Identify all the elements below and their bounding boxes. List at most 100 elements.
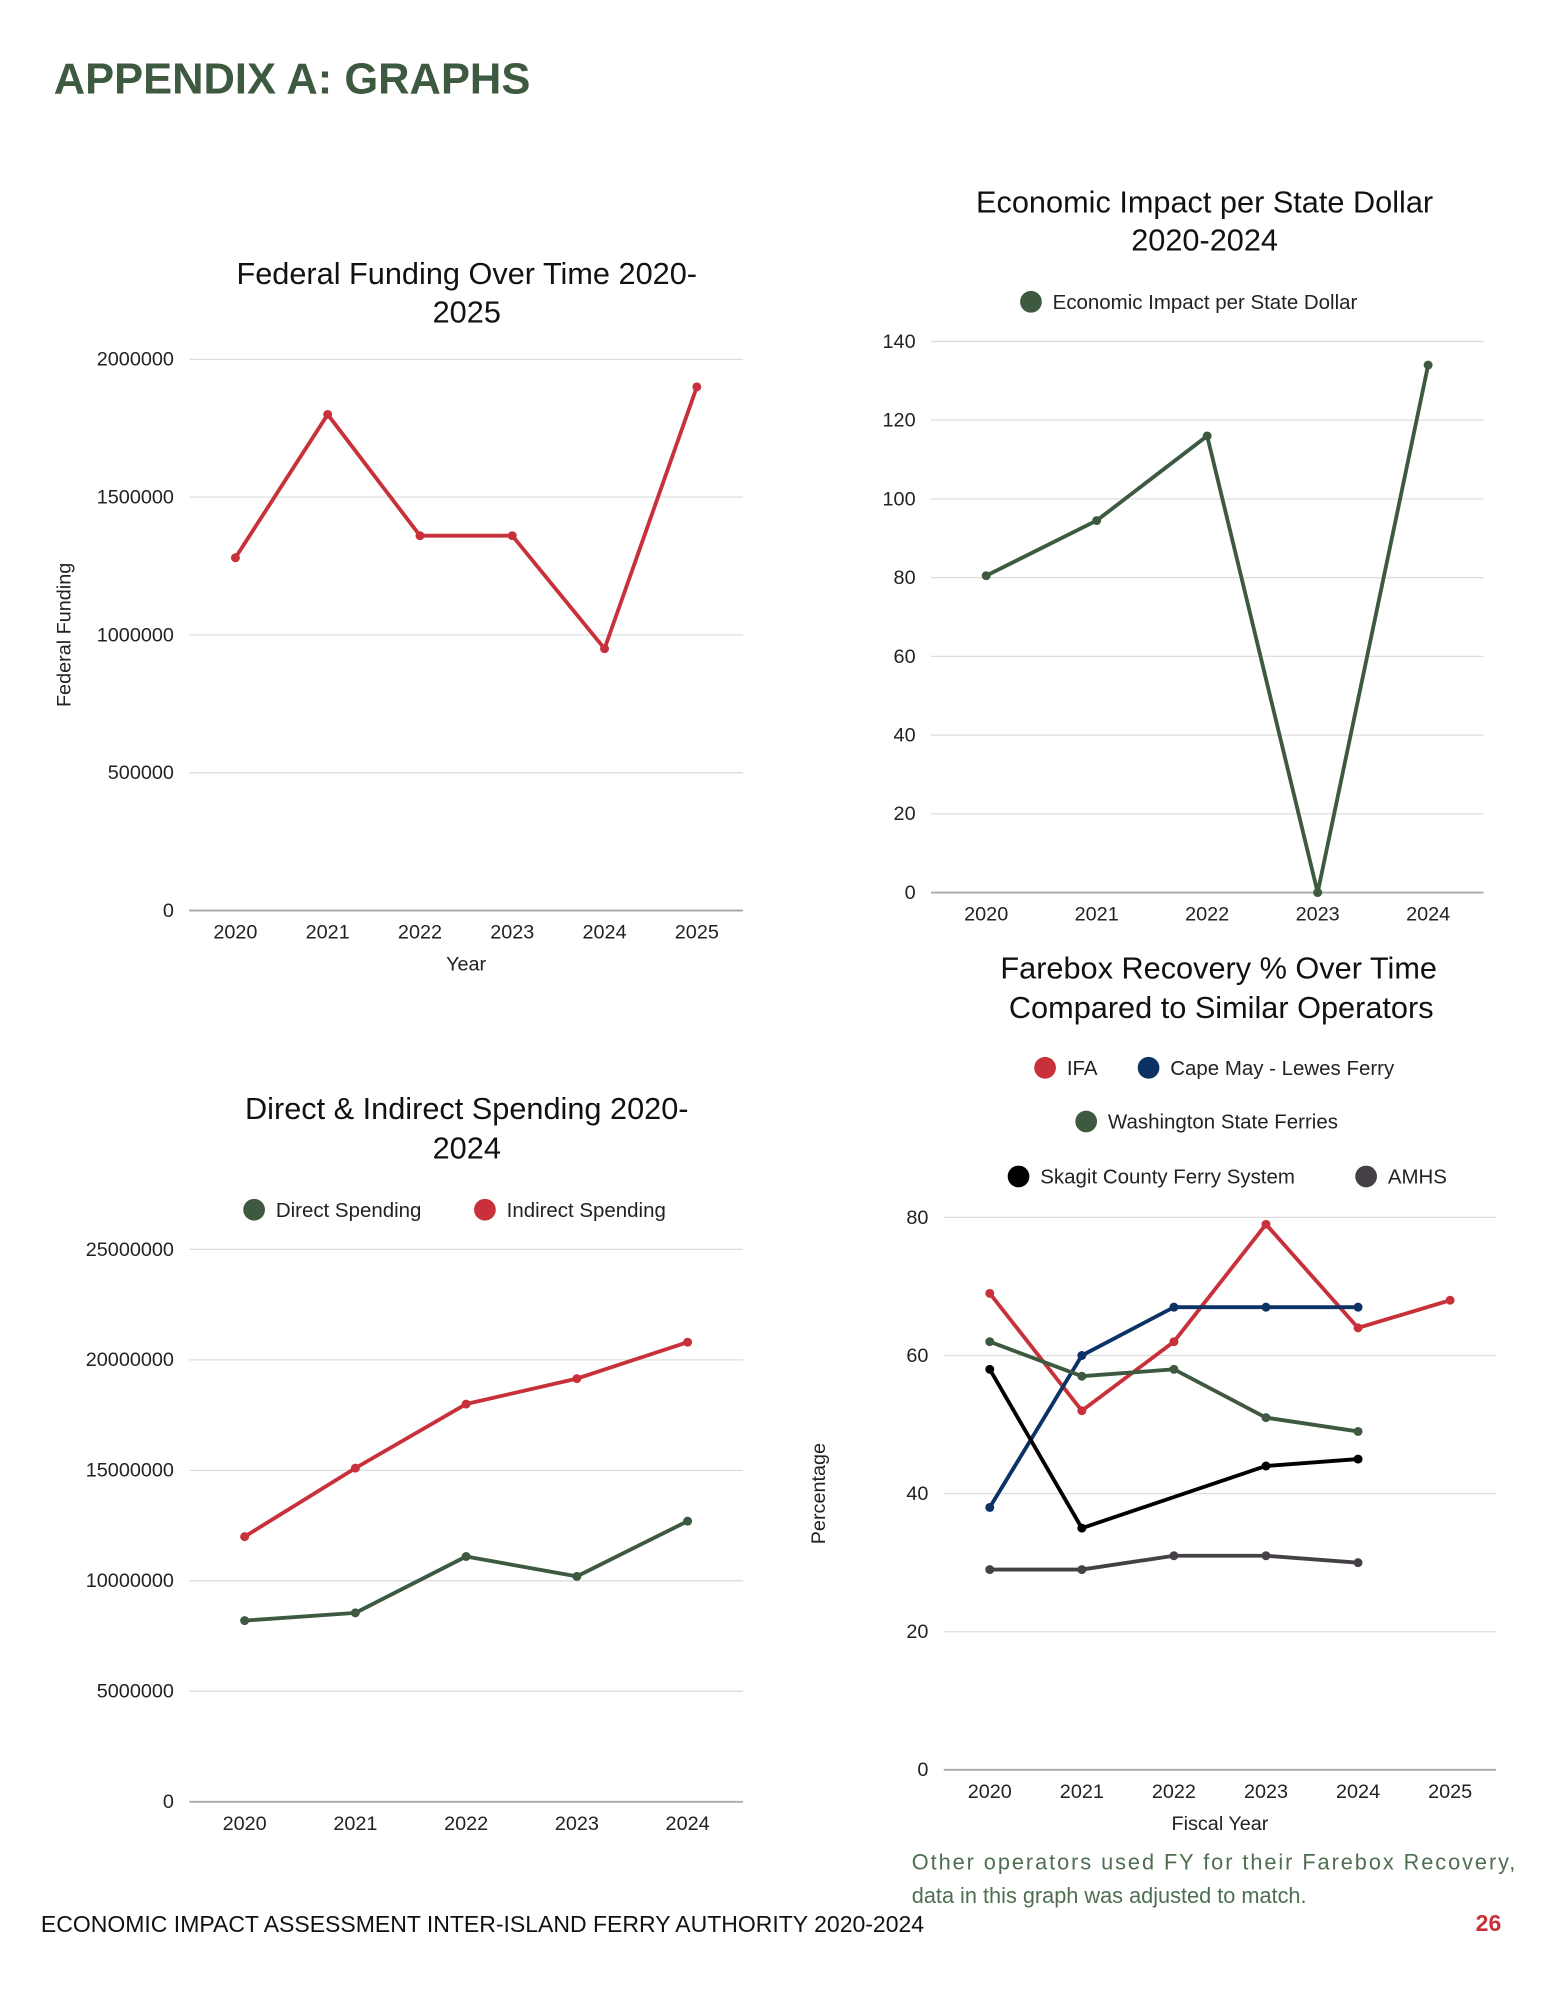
y-tick-label: 80 <box>906 1207 928 1229</box>
chart-direct-indirect-spending: Direct & Indirect Spending 2020- 2024 0 5… <box>86 1091 743 1835</box>
y-tick-label: 10000000 <box>86 1570 174 1592</box>
series-line <box>988 1222 1451 1413</box>
x-tick-label: 2024 <box>1406 904 1450 926</box>
series-line <box>233 386 699 651</box>
legend-label: Cape May - Lewes Ferry <box>1170 1057 1395 1080</box>
footer-text: ECONOMIC IMPACT ASSESSMENT INTER-ISLAND … <box>41 1911 924 1937</box>
y-tick-label: 120 <box>883 410 916 432</box>
x-tick-label: 2020 <box>223 1813 267 1835</box>
x-tick-label: 2024 <box>1336 1781 1380 1803</box>
chart-title: Federal Funding Over Time 2020- <box>236 256 697 291</box>
data-point <box>1353 1426 1363 1436</box>
y-tick-label: 500000 <box>108 762 174 784</box>
chart-title: Direct & Indirect Spending 2020- <box>245 1091 689 1126</box>
page-number: 26 <box>1476 1910 1502 1936</box>
data-point <box>323 409 333 419</box>
x-axis-label: Fiscal Year <box>1171 1813 1268 1835</box>
y-tick-label: 40 <box>906 1483 928 1505</box>
x-tick-label: 2023 <box>490 922 534 944</box>
data-point <box>985 1364 995 1374</box>
y-tick-label: 20000000 <box>86 1349 174 1371</box>
data-point <box>985 1337 995 1347</box>
x-tick-label: 2021 <box>1075 904 1119 926</box>
series-line <box>243 1340 689 1539</box>
y-tick-label: 0 <box>917 1759 928 1781</box>
data-point <box>1313 888 1323 898</box>
chart-economic-impact: Economic Impact per State Dollar 2020-20… <box>883 184 1484 926</box>
data-point <box>1445 1295 1455 1305</box>
legend-label: Economic Impact per State Dollar <box>1053 291 1358 314</box>
legend-label: Indirect Spending <box>507 1199 666 1222</box>
data-point <box>507 531 517 541</box>
data-point <box>1202 431 1212 441</box>
data-point <box>985 1288 995 1298</box>
data-point <box>600 644 610 654</box>
data-point <box>1077 1371 1087 1381</box>
data-point <box>230 553 240 563</box>
y-tick-label: 5000000 <box>97 1681 174 1703</box>
data-point <box>683 1337 693 1347</box>
y-tick-label: 60 <box>906 1345 928 1367</box>
x-tick-label: 2025 <box>1428 1781 1472 1803</box>
legend-marker <box>243 1198 265 1221</box>
x-axis-label: Year <box>446 954 486 976</box>
data-point <box>1353 1454 1363 1464</box>
chart-federal-funding: Federal Funding Over Time 2020- 2025 0 50… <box>53 256 743 976</box>
chart-title: 2020-2024 <box>1131 223 1278 258</box>
chart-farebox-recovery: Farebox Recovery % Over Time Compared to… <box>808 950 1497 1835</box>
legend-label: IFA <box>1067 1057 1098 1080</box>
x-tick-label: 2020 <box>213 922 257 944</box>
x-tick-label: 2023 <box>1244 1781 1288 1803</box>
data-point <box>692 382 702 392</box>
data-point <box>1077 1351 1087 1360</box>
data-point <box>1353 1323 1363 1333</box>
data-point <box>572 1374 582 1384</box>
data-point <box>1077 1406 1087 1416</box>
data-point <box>1353 1302 1363 1312</box>
data-point <box>1077 1523 1087 1533</box>
chart-title: 2024 <box>433 1131 501 1166</box>
y-tick-label: 100 <box>883 488 916 510</box>
legend-marker <box>1075 1110 1098 1133</box>
data-point <box>240 1532 250 1542</box>
x-tick-label: 2024 <box>583 922 627 944</box>
chart-title: 2025 <box>433 294 501 329</box>
y-axis-label: Percentage <box>808 1443 830 1544</box>
data-point <box>240 1616 250 1626</box>
farebox-note: data in this graph was adjusted to match… <box>912 1883 1307 1908</box>
y-tick-label: 1000000 <box>97 624 174 646</box>
x-tick-label: 2022 <box>398 922 442 944</box>
legend-marker <box>474 1198 496 1221</box>
data-point <box>981 571 991 581</box>
y-tick-label: 0 <box>905 882 916 904</box>
y-tick-label: 140 <box>883 331 916 353</box>
legend-label: Skagit County Ferry System <box>1040 1166 1295 1189</box>
y-axis-label: Federal Funding <box>53 563 75 707</box>
y-tick-label: 40 <box>894 725 916 747</box>
legend-marker <box>1007 1165 1030 1188</box>
chart-title: Compared to Similar Operators <box>1009 990 1434 1025</box>
data-point <box>683 1516 693 1526</box>
legend-marker <box>1137 1056 1160 1079</box>
y-tick-label: 60 <box>894 646 916 668</box>
data-point <box>415 531 425 541</box>
series-line <box>244 1519 689 1623</box>
x-tick-label: 2022 <box>444 1813 488 1835</box>
x-tick-label: 2020 <box>964 904 1008 926</box>
series-line <box>988 1368 1359 1531</box>
legend-marker <box>1355 1165 1377 1188</box>
data-point <box>1077 1565 1087 1575</box>
data-point <box>1169 1337 1179 1347</box>
y-tick-label: 0 <box>163 900 174 922</box>
data-point <box>572 1571 582 1581</box>
data-point <box>461 1399 471 1409</box>
legend-label: AMHS <box>1388 1166 1447 1189</box>
x-tick-label: 2024 <box>666 1813 710 1835</box>
data-point <box>350 1463 360 1473</box>
x-tick-label: 2023 <box>1296 904 1340 926</box>
y-tick-label: 20 <box>906 1621 928 1643</box>
x-tick-label: 2021 <box>306 922 350 944</box>
y-tick-label: 0 <box>163 1791 174 1813</box>
data-point <box>1261 1219 1271 1229</box>
